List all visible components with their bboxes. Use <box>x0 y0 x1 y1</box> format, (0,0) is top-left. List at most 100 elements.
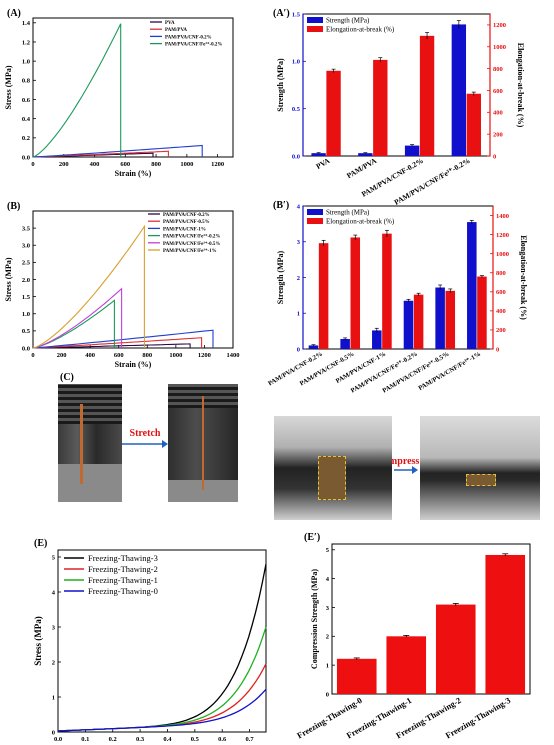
bar-0-4 <box>435 287 445 349</box>
panel-label: (E′) <box>304 532 320 543</box>
right-axis-tick-label: 1000 <box>496 251 509 258</box>
right-axis-tick-label: 800 <box>493 66 503 73</box>
compress-photo-before <box>274 416 392 520</box>
legend-label-1: PAM/PVA <box>165 28 187 33</box>
x-axis-tick-label: 0.2 <box>109 736 117 743</box>
y-axis-tick-label: 0.0 <box>22 154 30 161</box>
y-axis-tick-label: 0.8 <box>22 78 31 85</box>
right-axis-tick-label: 200 <box>493 131 503 138</box>
panel-label: (E) <box>34 538 47 549</box>
category-label-1: PAM/PVA <box>345 156 379 181</box>
y-axis-tick-label: 0 <box>326 691 329 698</box>
series-line-3 <box>57 688 267 732</box>
right-axis-tick-label: 1400 <box>496 213 509 220</box>
legend-label-2: Freezing-Thawing-1 <box>88 575 158 585</box>
bar-1-2 <box>419 35 435 156</box>
y-axis-tick-label: 3.5 <box>22 225 31 232</box>
legend-swatch-1 <box>307 218 323 224</box>
panel-label-c: (C) <box>60 372 74 383</box>
sample-strip <box>80 404 83 484</box>
bar-0-3 <box>403 300 414 349</box>
right-axis-label: Elongation-at-break (%) <box>519 235 528 320</box>
grip-top <box>58 384 122 424</box>
right-axis-label: Elongation-at-break (%) <box>516 43 525 128</box>
y-axis-tick-label: 5 <box>326 547 330 554</box>
y-axis-tick-label: 3 <box>326 605 330 612</box>
x-axis-tick-label: 400 <box>85 352 95 359</box>
legend-swatch-0 <box>307 17 323 23</box>
panel-label: (A) <box>7 8 21 19</box>
category-label-0: PAM/PVA/CNF-0.2% <box>267 351 324 388</box>
left-axis-tick-label: 1 <box>297 311 300 318</box>
stretch-photo-after <box>168 384 238 502</box>
y-axis-tick-label: 1 <box>326 662 329 669</box>
x-axis-tick-label: 800 <box>142 352 152 359</box>
left-axis-tick-label: 0.0 <box>292 153 300 160</box>
legend-label-2: PAM/PVA/CNF-0.2% <box>165 35 212 40</box>
bar-0-5 <box>467 222 477 349</box>
y-axis-tick-label: 3.0 <box>22 243 30 250</box>
left-axis-tick-label: 4 <box>297 203 301 210</box>
right-axis-tick-label: 1200 <box>493 22 506 29</box>
x-axis-tick-label: 1000 <box>180 161 193 168</box>
y-axis-tick-label: 1.0 <box>22 311 30 318</box>
legend-label-0: PAM/PVA/CNF-0.2% <box>163 213 210 218</box>
compress-annotation: Compress <box>377 456 420 467</box>
bar-0 <box>336 658 377 694</box>
bar-1 <box>386 636 427 694</box>
plot-area <box>32 17 234 158</box>
x-axis-tick-label: 0.0 <box>54 736 62 743</box>
legend-label-1: Elongation-at-break (%) <box>326 26 395 34</box>
legend-swatch-1 <box>307 26 323 32</box>
plot-area <box>331 543 531 695</box>
y-axis-tick-label: 1.2 <box>22 39 30 46</box>
legend-label-0: Strength (MPa) <box>326 17 370 25</box>
right-axis-tick-label: 800 <box>496 270 506 277</box>
x-axis-tick-label: 0.1 <box>81 736 89 743</box>
grip-bottom <box>58 464 122 502</box>
y-axis-label: Stress (MPa) <box>4 65 13 109</box>
bar-0-0 <box>308 345 319 349</box>
left-axis-tick-label: 0 <box>297 346 300 353</box>
x-axis-tick-label: 800 <box>151 161 161 168</box>
y-axis-tick-label: 0.5 <box>22 328 31 335</box>
series-line-2 <box>57 626 267 732</box>
y-axis-tick-label: 0.4 <box>22 116 31 123</box>
bar-1-5 <box>477 276 487 349</box>
series-line-1 <box>32 337 203 349</box>
bar-0-3 <box>451 24 467 157</box>
legend-label-0: Freezing-Thawing-3 <box>88 553 158 563</box>
bar-0-2 <box>404 145 420 156</box>
y-axis-tick-label: 2 <box>326 634 329 641</box>
panel-label: (B′) <box>273 200 289 211</box>
y-axis-tick-label: 1.0 <box>22 58 30 65</box>
right-axis-tick-label: 1200 <box>496 232 509 239</box>
y-axis-tick-label: 4 <box>326 576 330 583</box>
x-axis-tick-label: 600 <box>120 161 130 168</box>
y-axis-tick-label: 1.4 <box>22 20 31 27</box>
x-axis-tick-label: 400 <box>90 161 100 168</box>
x-axis-tick-label: 0 <box>31 352 34 359</box>
y-axis-label: Compression Strength (MPa) <box>310 569 319 669</box>
bar-1-3 <box>466 93 481 156</box>
right-axis-tick-label: 200 <box>496 327 506 334</box>
right-axis-tick-label: 600 <box>493 88 503 95</box>
series-line-5 <box>32 224 145 349</box>
right-axis-tick-label: 400 <box>496 308 506 315</box>
bar-0-1 <box>340 338 350 349</box>
y-axis-tick-label: 1.5 <box>22 294 31 301</box>
y-axis-tick-label: 2.5 <box>22 260 31 267</box>
x-axis-tick-label: 200 <box>57 352 67 359</box>
bar-1-4 <box>445 290 456 349</box>
x-axis-tick-label: 0.3 <box>136 736 145 743</box>
bar-3 <box>485 554 526 694</box>
sample-strip <box>202 396 204 490</box>
compress-arrow-head <box>412 466 418 474</box>
x-axis-tick-label: 0 <box>31 161 34 168</box>
right-axis-tick-label: 0 <box>493 153 496 160</box>
legend-swatch-0 <box>307 209 323 215</box>
series-line-2 <box>32 329 214 349</box>
right-axis-tick-label: 0 <box>496 346 499 353</box>
series-line-3 <box>32 23 122 158</box>
bar-1-2 <box>382 233 392 349</box>
